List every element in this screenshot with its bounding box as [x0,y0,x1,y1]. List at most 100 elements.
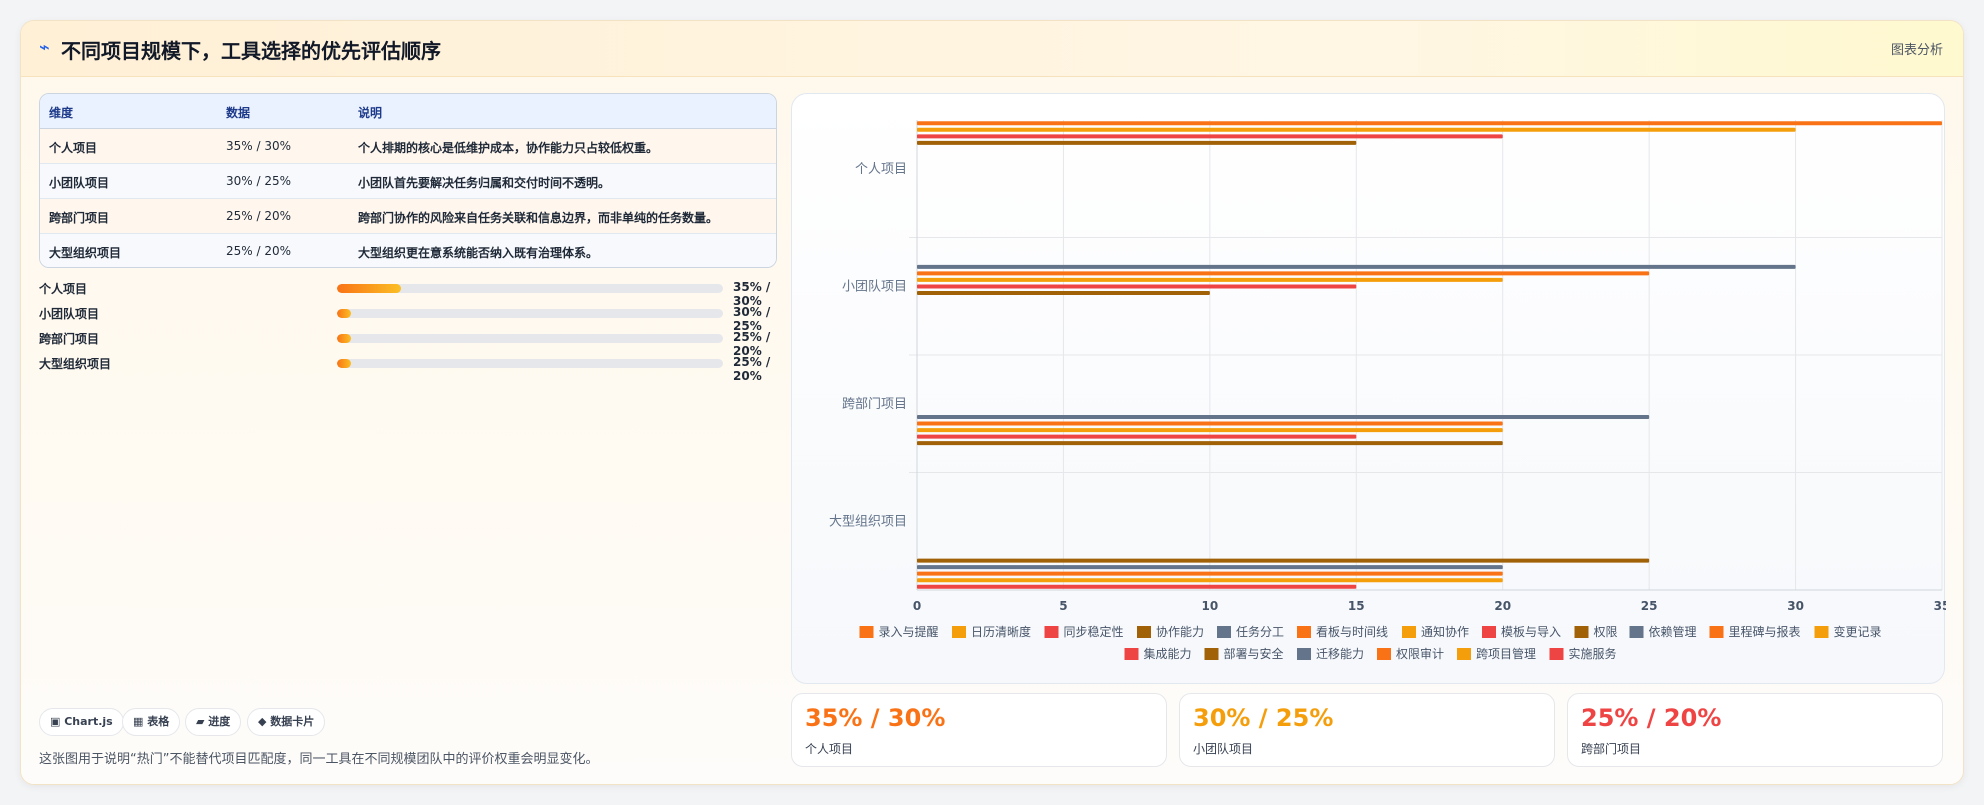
stat-card: 25% / 20% 跨部门项目 [1567,693,1943,767]
table-cell: 25% / 20% [226,209,292,223]
legend-label: 集成能力 [1144,646,1192,661]
progress-track [337,284,723,293]
stat-card: 35% / 30% 个人项目 [791,693,1167,767]
table-cell: 30% / 25% [226,174,292,188]
bar [917,571,1503,576]
stat-label: 跨部门项目 [1581,742,1642,756]
progress-label: 小团队项目 [39,307,100,321]
stat-card: 30% / 25% 小团队项目 [1179,693,1555,767]
column-header: 数据 [226,106,251,120]
footnote: 这张图用于说明“热门”不能替代项目匹配度，同一工具在不同规模团队中的评价权重会明… [39,752,599,767]
x-tick-label: 35 [1934,599,1946,613]
progress-fill [337,309,351,318]
data-table: 维度 数据 说明 个人项目 35% / 30% 个人排期的核心是低维护成本，协作… [39,93,777,268]
progress-track [337,309,723,318]
progress-fill [337,334,351,343]
table-cell: 大型组织项目 [49,246,122,260]
table-cell: 大型组织更在意系统能否纳入既有治理体系。 [358,246,599,260]
column-header: 说明 [358,106,383,120]
table-header-row: 维度 数据 说明 [40,94,776,129]
chip-progress[interactable]: ▰ 进度 [185,708,242,736]
table-row: 跨部门项目 25% / 20% 跨部门协作的风险来自任务关联和信息边界，而非单纯… [40,199,776,234]
table-row: 小团队项目 30% / 25% 小团队首先要解决任务归属和交付时间不透明。 [40,164,776,199]
x-tick-label: 15 [1348,599,1365,613]
legend-label: 日历清晰度 [971,624,1031,639]
progress-track [337,334,723,343]
legend-label: 里程碑与报表 [1729,624,1801,639]
table-cell: 35% / 30% [226,139,292,153]
progress-row: 大型组织项目 25% / 20% [39,352,779,383]
progress-track [337,359,723,368]
x-tick-label: 20 [1494,599,1511,613]
legend-label: 变更记录 [1834,624,1882,639]
legend-label: 部署与安全 [1224,646,1284,661]
legend-label: 迁移能力 [1316,647,1364,661]
legend-swatch [1482,626,1496,638]
legend-swatch [1549,648,1564,660]
bar [917,415,1650,420]
bar [917,421,1503,426]
chip-chartjs[interactable]: ▣ Chart.js [39,708,124,736]
legend-swatch [1297,626,1311,638]
header-tag: 图表分析 [1890,43,1943,58]
bar [917,558,1650,563]
table-cell: 跨部门项目 [49,211,110,225]
legend-swatch [1377,648,1391,660]
y-tick-label: 个人项目 [855,162,907,177]
legend-label: 协作能力 [1156,624,1204,639]
progress-value: 30% / 25% [733,305,771,333]
legend-label: 依赖管理 [1649,624,1697,639]
legend-swatch [1217,626,1231,638]
progress-value: 25% / 20% [733,330,771,358]
bar [917,284,1357,289]
bar [917,140,1357,145]
y-tick-label: 小团队项目 [842,279,907,294]
progress-label: 个人项目 [39,282,88,296]
x-tick-label: 0 [913,599,921,613]
progress-value: 25% / 20% [733,355,771,383]
stat-label: 个人项目 [805,742,854,756]
bar [917,264,1796,269]
y-tick-label: 大型组织项目 [829,514,907,529]
progress-fill [337,359,351,368]
legend-swatch [1402,626,1416,638]
legend-swatch [1629,626,1644,638]
legend-label: 看板与时间线 [1316,625,1388,639]
legend-swatch [1124,648,1139,660]
legend-swatch [1137,626,1151,638]
legend-label: 录入与提醒 [879,624,939,639]
bar [917,428,1503,433]
bar [917,290,1210,295]
table-cell: 小团队项目 [49,176,110,190]
main-card: ⌁ 不同项目规模下，工具选择的优先评估顺序 图表分析 维度 数据 说明 个人项目… [20,20,1964,785]
x-tick-label: 5 [1059,599,1067,613]
bar [917,434,1357,439]
legend-label: 实施服务 [1569,646,1617,661]
legend-label: 通知协作 [1421,624,1469,639]
bar [917,578,1503,583]
progress-label: 跨部门项目 [39,332,100,346]
bar [917,584,1357,589]
chip-data-cards[interactable]: ◆ 数据卡片 [247,708,326,736]
progress-row: 跨部门项目 25% / 20% [39,327,779,358]
progress-fill [337,284,401,293]
legend-label: 任务分工 [1236,624,1284,639]
legend-swatch [1709,626,1724,638]
table-row: 大型组织项目 25% / 20% 大型组织更在意系统能否纳入既有治理体系。 [40,234,776,267]
table-cell: 跨部门协作的风险来自任务关联和信息边界，而非单纯的任务数量。 [358,211,719,225]
legend-swatch [859,626,874,638]
legend-label: 模板与导入 [1501,625,1561,639]
chart-pulse-icon: ⌁ [39,37,50,58]
stat-value: 25% / 20% [1581,704,1722,732]
legend-label: 同步稳定性 [1064,624,1124,639]
progress-row: 个人项目 35% / 30% [39,277,779,308]
progress-label: 大型组织项目 [39,357,112,371]
table-cell: 个人排期的核心是低维护成本，协作能力只占较低权重。 [358,141,659,155]
x-tick-label: 10 [1202,599,1219,613]
progress-value: 35% / 30% [733,280,771,308]
bar [917,565,1503,570]
legend-label: 权限审计 [1396,646,1444,661]
chip-table[interactable]: ▦ 表格 [122,708,181,736]
progress-row: 小团队项目 30% / 25% [39,302,779,333]
